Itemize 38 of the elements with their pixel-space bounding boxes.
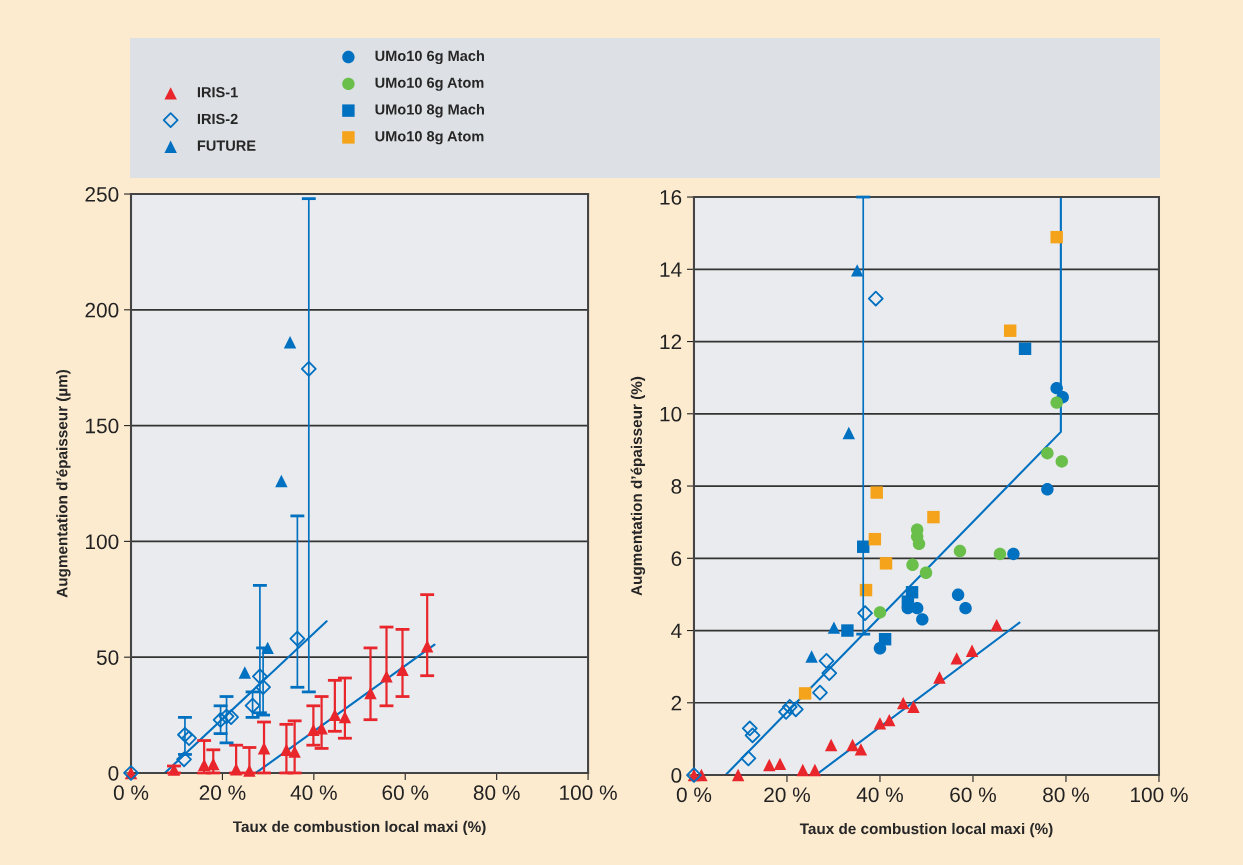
legend-label: UMo10 8g Atom xyxy=(375,131,484,145)
x-tick-label: 60 % xyxy=(950,787,996,803)
y-tick-label: 10 xyxy=(660,406,682,422)
y-tick-label: 4 xyxy=(671,623,682,639)
y-tick-label: 6 xyxy=(671,551,682,567)
y-tick-label: 0 xyxy=(108,765,119,781)
x-tick-label: 100 % xyxy=(1131,787,1188,803)
y-tick-label: 100 xyxy=(86,534,119,550)
x-tick-label: 20 % xyxy=(199,785,246,801)
legend-label: FUTURE xyxy=(197,140,256,151)
x-tick-label: 40 % xyxy=(290,785,337,801)
y-tick-label: 50 xyxy=(96,650,119,665)
y-tick-label: 2 xyxy=(671,695,682,711)
x-tick-label: 80 % xyxy=(473,785,520,801)
legend-label: UMo10 8g Mach xyxy=(375,103,484,118)
y-tick-label: 12 xyxy=(660,334,682,350)
x-tick-label: 40 % xyxy=(856,787,903,803)
x-tick-label: 0 % xyxy=(113,785,149,801)
legend-label: IRIS-1 xyxy=(197,87,238,98)
y-tick-label: 250 xyxy=(85,187,119,202)
x-tick-label: 100 % xyxy=(560,785,617,801)
y-tick-label: 16 xyxy=(660,190,682,205)
y-axis-title: Augmentation d’épaisseur (µm) xyxy=(56,369,71,598)
y-tick-label: 150 xyxy=(86,418,119,434)
x-tick-label: 60 % xyxy=(382,785,429,801)
x-axis-title: Taux de combustion local maxi (%) xyxy=(232,820,486,836)
y-tick-label: 0 xyxy=(671,768,682,783)
x-axis-title: Taux de combustion local maxi (%) xyxy=(799,822,1053,838)
y-tick-label: 8 xyxy=(671,479,682,494)
y-tick-label: 200 xyxy=(85,302,119,318)
x-tick-label: 20 % xyxy=(764,787,810,803)
x-tick-label: 80 % xyxy=(1043,787,1089,803)
legend-label: UMo10 6g Mach xyxy=(375,50,484,64)
x-tick-label: 0 % xyxy=(676,787,712,803)
y-tick-label: 14 xyxy=(660,262,682,277)
y-axis-title: Augmentation d’épaisseur (%) xyxy=(630,376,646,596)
legend-label: UMo10 6g Atom xyxy=(375,77,484,91)
legend-label: IRIS-2 xyxy=(197,113,238,125)
